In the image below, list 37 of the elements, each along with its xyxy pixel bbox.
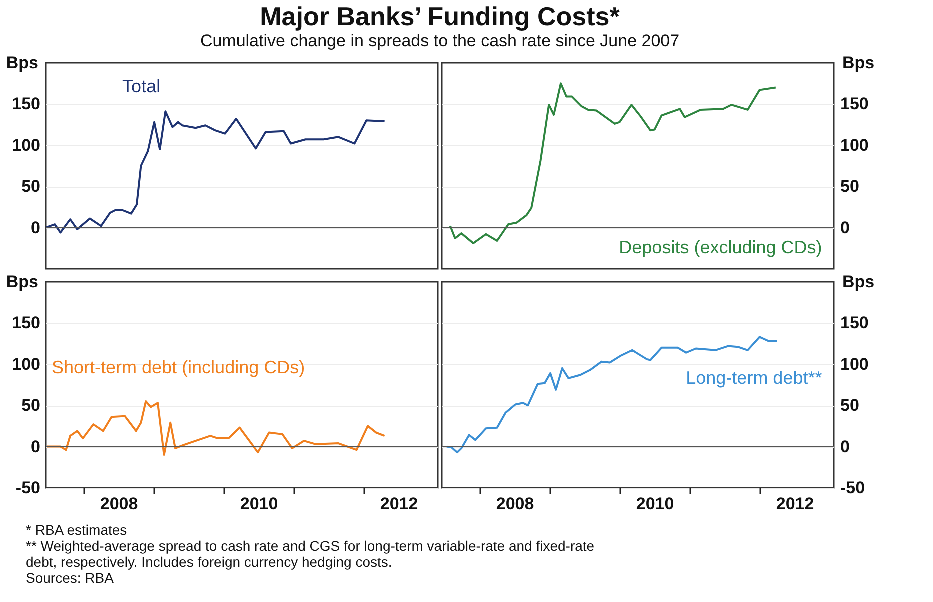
text: * RBA estimates — [26, 522, 128, 538]
y-tick-label: 0 — [840, 437, 850, 456]
y-axis-title: Bps — [6, 54, 38, 72]
y-tick-label: -50 — [840, 478, 866, 498]
x-tick-label: 2010 — [240, 494, 278, 514]
y-axis-title: Bps — [842, 272, 875, 292]
series-label: Total — [122, 76, 161, 97]
source-note: Sources: RBA — [26, 570, 115, 586]
y-tick-label: 100 — [12, 354, 40, 374]
y-tick-label: 50 — [22, 177, 40, 196]
y-tick-label: 50 — [840, 177, 860, 196]
x-tick-label: 2012 — [380, 494, 418, 514]
y-tick-label: 50 — [840, 396, 860, 416]
y-tick-label: 0 — [31, 218, 40, 238]
y-tick-label: 150 — [12, 94, 40, 114]
y-tick-label: 100 — [12, 136, 40, 155]
text: Deposits (excluding CDs) — [619, 237, 822, 258]
x-tick-label: 2010 — [636, 494, 674, 514]
series-label: Long-term debt** — [686, 368, 822, 388]
y-axis-title: Bps — [6, 272, 38, 292]
x-tick-label: 2008 — [100, 494, 138, 514]
y-tick-label: 100 — [840, 354, 869, 374]
chart-title: Major Banks’ Funding Costs* — [260, 1, 621, 32]
y-tick-label: 150 — [840, 94, 869, 114]
chart-subtitle: Cumulative change in spreads to the cash rate since June 2007 — [200, 31, 680, 50]
text: ** Weighted-average spread to cash rate and CGS for long-term variable-rate and fixed-rate debt, respectively. Includes foreign currency hedging costs. — [26, 538, 595, 570]
text: Short-term debt (including CDs) — [52, 358, 306, 378]
y-tick-label: 50 — [22, 396, 40, 416]
y-tick-label: 150 — [12, 314, 40, 333]
y-tick-label: 150 — [840, 314, 869, 333]
x-tick-label: 2012 — [776, 494, 814, 514]
y-axis-title: Bps — [842, 54, 875, 72]
y-tick-label: 100 — [840, 136, 869, 155]
y-tick-label: -50 — [16, 478, 40, 498]
y-tick-label: 0 — [840, 218, 850, 238]
x-tick-label: 2008 — [496, 494, 534, 514]
y-tick-label: 0 — [31, 437, 40, 456]
